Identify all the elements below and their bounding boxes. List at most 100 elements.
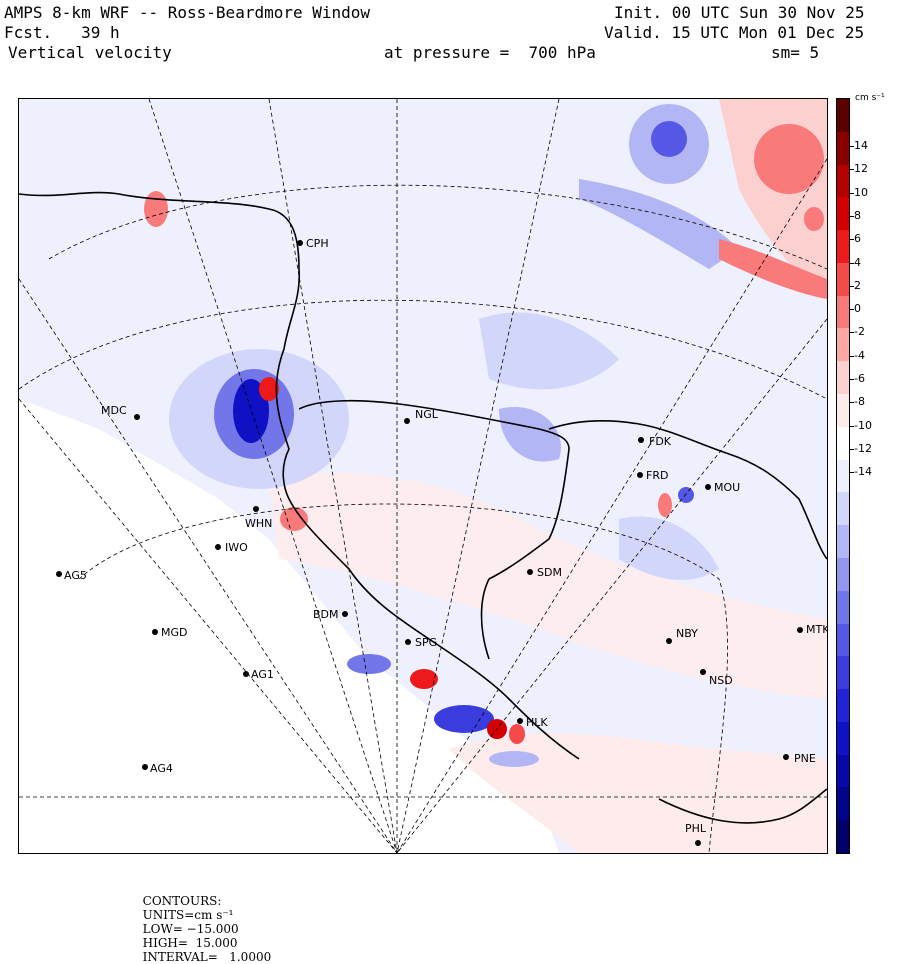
colorbar-tick-label: 12 — [854, 162, 868, 176]
station-dot-bdm — [342, 611, 348, 617]
station-label: MDC — [101, 404, 127, 417]
station-dot-spg — [405, 639, 411, 645]
positive-region-south — [449, 733, 827, 853]
colorbar-tick-label: -12 — [854, 441, 872, 455]
downdraft-cell-hlk — [434, 705, 494, 733]
station-label: MOU — [714, 481, 740, 494]
station-label: MGD — [161, 626, 188, 639]
colorbar-tick-mark — [849, 355, 854, 357]
updraft-core-mountains — [259, 377, 279, 401]
station-dot-mdc — [134, 414, 140, 420]
station-dot-pne — [783, 754, 789, 760]
graticule — [19, 99, 827, 853]
colorbar-tick-label: -4 — [854, 348, 865, 362]
station-label: FDK — [649, 435, 672, 448]
station-dot-hlk — [517, 718, 523, 724]
colorbar-swatch — [837, 492, 849, 526]
updraft-core-east — [658, 493, 672, 517]
init-time: Init. 00 UTC Sun 30 Nov 25 — [614, 3, 865, 22]
downdraft-core-ne — [651, 121, 687, 157]
station-dot-phl — [695, 840, 701, 846]
updraft-cell-whn — [280, 507, 308, 531]
updraft-band-e — [719, 239, 827, 299]
station-label: CPH — [306, 237, 329, 250]
station-label: MTK — [806, 623, 827, 636]
station-label: SPG — [415, 636, 437, 649]
pressure-level: at pressure = 700 hPa — [384, 43, 596, 62]
colorbar-tick-label: -2 — [854, 325, 865, 339]
station-dot-ag1 — [243, 671, 249, 677]
station-label: AG5 — [64, 569, 87, 582]
colorbar-swatch — [837, 131, 849, 166]
colorbar-tick-mark — [849, 402, 854, 404]
colorbar-swatch — [837, 426, 849, 461]
colorbar-swatch — [837, 361, 849, 395]
contours-label: CONTOURS: — [142, 894, 222, 908]
vertical-velocity-map: CPH MDC NGL FDK FRD MOU WHN IWO AG5 SDM … — [19, 99, 827, 853]
low-value: LOW= −15.000 — [142, 922, 239, 936]
colorbar-swatch — [837, 787, 849, 821]
colorbar-tick-mark — [849, 309, 854, 311]
colorbar-units: cm s⁻¹ — [855, 93, 885, 103]
colorbar-swatch — [837, 721, 849, 756]
colorbar-swatch — [837, 623, 849, 657]
station-label: NSD — [709, 674, 733, 687]
station-dot-cph — [297, 240, 303, 246]
colorbar-swatch — [837, 99, 849, 133]
colorbar-tick-mark — [849, 379, 854, 380]
station-label: NBY — [676, 627, 698, 640]
colorbar-tick-label: 2 — [854, 278, 861, 292]
colorbar-tick-mark — [849, 285, 854, 287]
colorbar-tick-label: -8 — [854, 395, 865, 409]
station-dot-nby — [666, 638, 672, 644]
map-title: AMPS 8-km WRF -- Ross-Beardmore Window — [4, 3, 371, 22]
station-dot-frd — [637, 472, 643, 478]
downdraft-cell-spg — [347, 654, 391, 674]
station-dot-iwo — [215, 544, 221, 550]
station-dot-ag4 — [142, 764, 148, 770]
downdraft-core-mountains — [233, 379, 269, 443]
station-label: IWO — [225, 541, 248, 554]
colorbar-tick-mark — [849, 448, 854, 450]
updraft-cell-e — [804, 207, 824, 231]
colorbar-swatch — [837, 295, 849, 329]
colorbar-tick-label: 14 — [854, 139, 868, 152]
colorbar-tick-mark — [849, 262, 854, 264]
forecast-hour: Fcst. 39 h — [4, 23, 120, 42]
colorbar-swatch — [837, 459, 849, 493]
colorbar-tick-mark — [849, 332, 854, 334]
updraft-cell-spg — [410, 669, 438, 689]
downdraft-region-center2 — [499, 407, 561, 462]
colorbar-tick-mark — [849, 239, 854, 241]
station-dot-whn — [253, 506, 259, 512]
units-label: UNITS=cm s⁻¹ — [142, 908, 234, 922]
station-dot-mou — [705, 484, 711, 490]
station-label: BDM — [313, 608, 339, 621]
map-panel[interactable]: CPH MDC NGL FDK FRD MOU WHN IWO AG5 SDM … — [18, 98, 828, 854]
station-dot-sdm — [527, 569, 533, 575]
station-dot-ag5 — [56, 571, 62, 577]
colorbar-tick-label: 6 — [854, 232, 861, 246]
colorbar-swatch — [837, 754, 849, 788]
colorbar-tick-mark — [849, 146, 854, 147]
interval-value: INTERVAL= 1.0000 — [142, 950, 272, 964]
station-label: PHL — [685, 822, 707, 835]
station-label: HLK — [526, 716, 548, 729]
station-label: WHN — [245, 517, 272, 530]
colorbar-swatch — [837, 557, 849, 592]
contour-info: CONTOURS: UNITS=cm s⁻¹ LOW= −15.000 HIGH… — [135, 880, 275, 964]
downdraft-band-ne — [579, 179, 739, 269]
station-dot-fdk — [638, 437, 644, 443]
downdraft-cell-hlk2 — [489, 751, 539, 767]
ross-ice-shelf-region — [19, 399, 559, 853]
colorbar-tick-mark — [849, 192, 854, 194]
colorbar-swatch — [837, 197, 849, 231]
colorbar-swatch — [837, 820, 849, 854]
station-label: AG4 — [150, 762, 173, 775]
colorbar-swatch — [837, 689, 849, 723]
station-labels: CPH MDC NGL FDK FRD MOU WHN IWO AG5 SDM … — [64, 237, 827, 835]
colorbar-swatch — [837, 230, 849, 264]
colorbar-tick-label: -10 — [854, 418, 872, 432]
station-dot-mgd — [152, 629, 158, 635]
station-label: NGL — [415, 408, 439, 421]
